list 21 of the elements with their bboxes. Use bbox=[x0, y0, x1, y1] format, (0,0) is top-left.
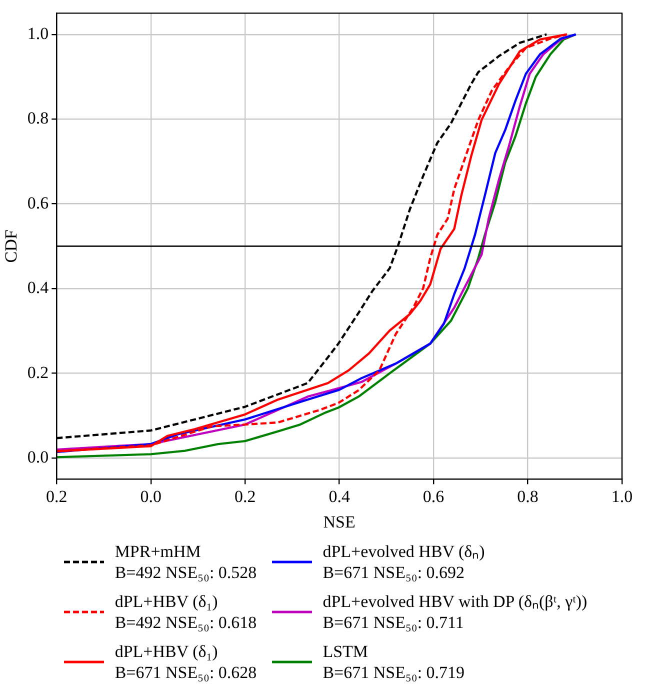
y-tick-label: 0.6 bbox=[27, 193, 49, 212]
y-tick-label: 0.2 bbox=[27, 362, 49, 382]
legend-label: dPL+evolved HBV (δₙ) B=671 NSE₅₀: 0.692 bbox=[322, 541, 485, 583]
y-tick-label: 1.0 bbox=[27, 24, 49, 43]
x-tick-label: 0.4 bbox=[328, 486, 350, 506]
legend-label: dPL+HBV (δ₁) B=492 NSE₅₀: 0.618 bbox=[114, 591, 257, 633]
y-tick-label: 0.8 bbox=[27, 108, 49, 128]
legend-label: LSTM B=671 NSE₅₀: 0.719 bbox=[322, 641, 465, 683]
x-tick-label: 0.8 bbox=[517, 486, 538, 506]
x-tick-label: 0.2 bbox=[234, 486, 256, 506]
y-axis-title: CDF bbox=[2, 230, 21, 263]
legend-label: MPR+mHM B=492 NSE₅₀: 0.528 bbox=[114, 541, 257, 583]
x-tick-label: 1.0 bbox=[611, 486, 633, 506]
legend-label: dPL+evolved HBV with DP (δₙ(βᵗ, γᵗ)) B=671 NSE₅₀: 0.711 bbox=[322, 591, 588, 633]
y-tick-label: 0.4 bbox=[27, 278, 50, 298]
y-tick-label: 0.0 bbox=[27, 447, 49, 466]
x-tick-label: 0.2 bbox=[46, 486, 68, 506]
x-tick-label: 0.6 bbox=[422, 486, 444, 506]
x-axis-title: NSE bbox=[323, 512, 356, 532]
x-tick-label: 0.0 bbox=[140, 486, 162, 506]
legend-label: dPL+HBV (δ₁) B=671 NSE₅₀: 0.628 bbox=[114, 641, 257, 683]
